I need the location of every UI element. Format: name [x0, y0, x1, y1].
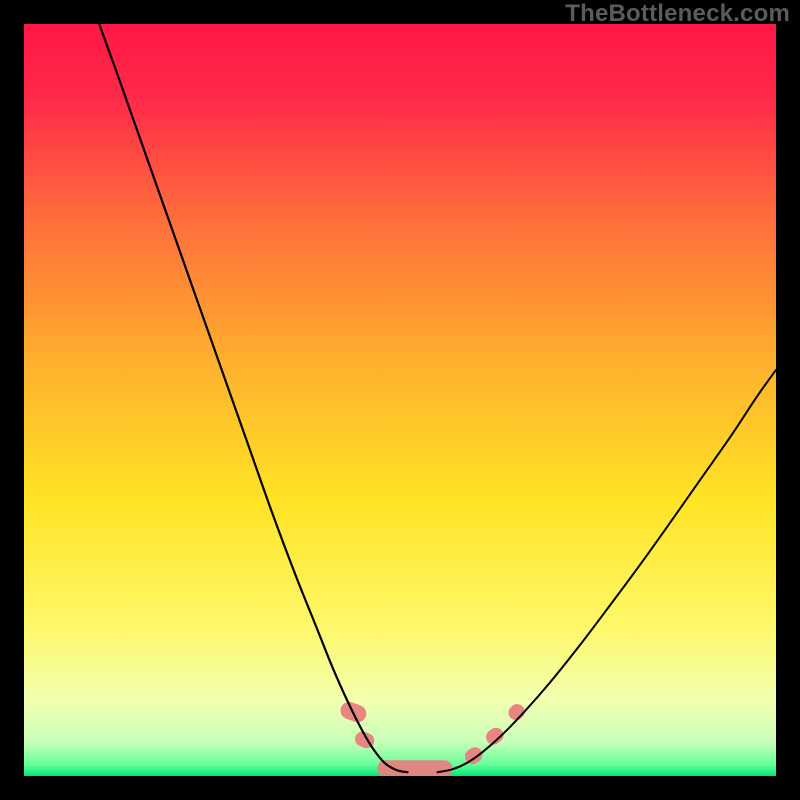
bottleneck-chart — [24, 24, 776, 776]
watermark-text: TheBottleneck.com — [565, 0, 790, 28]
bottleneck-marker — [377, 760, 452, 776]
plot-area — [24, 24, 776, 776]
outer-frame: TheBottleneck.com — [0, 0, 800, 800]
gradient-background — [24, 24, 776, 776]
